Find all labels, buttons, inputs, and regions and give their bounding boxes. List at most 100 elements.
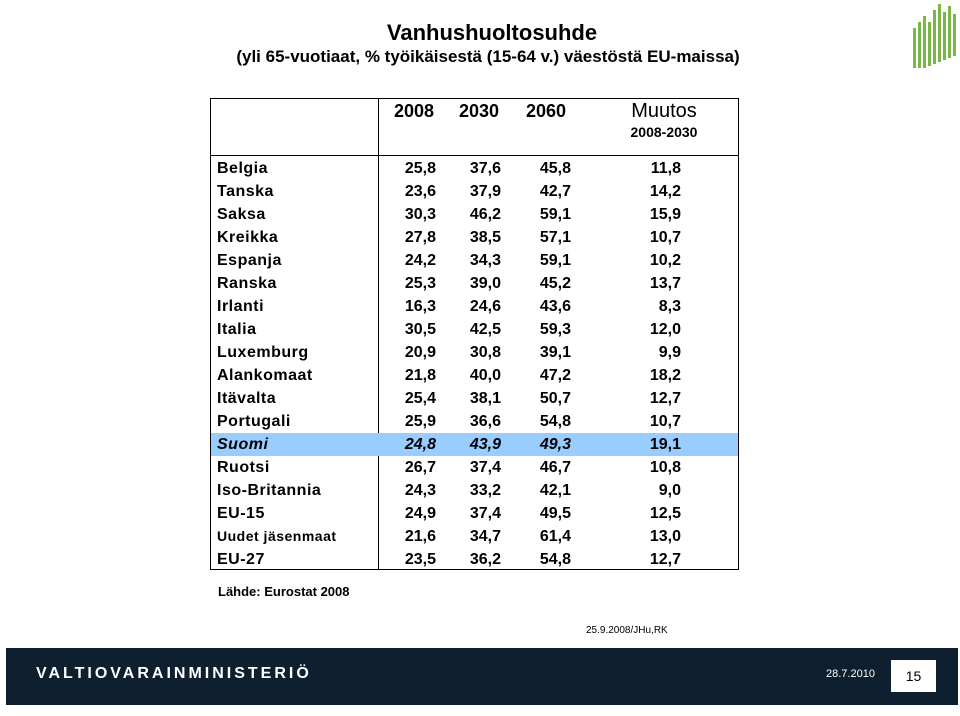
cell-change: 19,1	[649, 436, 681, 453]
page-title: Vanhushuoltosuhde	[386, 20, 598, 45]
cell-y2030: 30,8	[469, 344, 501, 361]
cell-y2030: 36,6	[469, 413, 501, 430]
cell-y2030: 40,0	[469, 367, 501, 384]
cell-y2030: 34,7	[469, 528, 501, 545]
cell-y2030: 34,3	[469, 252, 501, 269]
table-row: Kreikka 27,8 38,5 57,1 10,7	[211, 226, 738, 249]
data-table	[210, 98, 739, 570]
cell-y2008: 24,9	[404, 505, 436, 522]
table-row: Alankomaat 21,8 40,0 47,2 18,2	[211, 364, 738, 387]
row-country: Tanska	[217, 183, 274, 200]
table-row: Tanska 23,6 37,9 42,7 14,2	[211, 180, 738, 203]
row-country: EU-15	[217, 505, 265, 522]
cell-y2060: 42,7	[539, 183, 571, 200]
row-country: Suomi	[217, 436, 269, 453]
table-row: Ruotsi 26,7 37,4 46,7 10,8	[211, 456, 738, 479]
row-country: EU-27	[217, 551, 265, 568]
header-change-period: 2008-2030	[630, 124, 698, 140]
cell-y2008: 30,3	[404, 206, 436, 223]
table-row: Espanja 24,2 34,3 59,1 10,2	[211, 249, 738, 272]
cell-y2008: 21,6	[404, 528, 436, 545]
header-2008: 2008	[393, 101, 435, 121]
cell-y2030: 37,4	[469, 505, 501, 522]
cell-y2060: 42,1	[539, 482, 571, 499]
cell-change: 9,9	[658, 344, 681, 361]
row-country: Espanja	[217, 252, 282, 269]
row-country: Alankomaat	[217, 367, 313, 384]
cell-y2060: 46,7	[539, 459, 571, 476]
cell-y2008: 23,5	[404, 551, 436, 568]
cell-y2008: 20,9	[404, 344, 436, 361]
cell-y2060: 54,8	[539, 551, 571, 568]
header-change: Muutos	[631, 100, 697, 122]
row-country: Luxemburg	[217, 344, 309, 361]
source-note: Lähde: Eurostat 2008	[218, 584, 350, 599]
cell-y2008: 16,3	[404, 298, 436, 315]
cell-y2060: 45,8	[539, 160, 571, 177]
cell-y2060: 54,8	[539, 413, 571, 430]
row-country: Belgia	[217, 160, 269, 177]
page-number: 15	[905, 668, 922, 684]
cell-y2008: 24,3	[404, 482, 436, 499]
table-row: Irlanti 16,3 24,6 43,6 8,3	[211, 295, 738, 318]
cell-change: 13,7	[649, 275, 681, 292]
cell-y2030: 38,1	[469, 390, 501, 407]
cell-change: 10,2	[649, 252, 681, 269]
row-country: Saksa	[217, 206, 266, 223]
cell-change: 12,7	[649, 551, 681, 568]
cell-y2060: 61,4	[539, 528, 571, 545]
cell-y2008: 26,7	[404, 459, 436, 476]
date-note: 25.9.2008/JHu,RK	[586, 625, 668, 636]
cell-change: 14,2	[649, 183, 681, 200]
table-row: Suomi 24,8 43,9 49,3 19,1	[211, 433, 738, 456]
cell-y2060: 43,6	[539, 298, 571, 315]
cell-change: 10,7	[649, 229, 681, 246]
ministry-name: VALTIOVARAINMINISTERIÖ	[36, 665, 312, 682]
cell-y2060: 57,1	[539, 229, 571, 246]
table-row: Belgia 25,8 37,6 45,8 11,8	[211, 157, 738, 180]
table-row: Ranska 25,3 39,0 45,2 13,7	[211, 272, 738, 295]
cell-y2008: 21,8	[404, 367, 436, 384]
cell-y2060: 39,1	[539, 344, 571, 361]
cell-y2060: 59,3	[539, 321, 571, 338]
row-country: Portugali	[217, 413, 291, 430]
table-row: Saksa 30,3 46,2 59,1 15,9	[211, 203, 738, 226]
cell-change: 11,8	[650, 160, 681, 177]
cell-y2008: 23,6	[404, 183, 436, 200]
cell-y2060: 59,1	[539, 206, 571, 223]
header-2030: 2030	[458, 101, 500, 121]
table-row: Portugali 25,9 36,6 54,8 10,7	[211, 410, 738, 433]
cell-y2030: 37,9	[469, 183, 501, 200]
cell-y2060: 45,2	[539, 275, 571, 292]
cell-change: 10,7	[649, 413, 681, 430]
cell-y2060: 47,2	[539, 367, 571, 384]
cell-y2008: 25,3	[404, 275, 436, 292]
cell-y2030: 33,2	[469, 482, 501, 499]
cell-y2030: 38,5	[469, 229, 501, 246]
table-row: Iso-Britannia 24,3 33,2 42,1 9,0	[211, 479, 738, 502]
cell-y2008: 25,4	[404, 390, 436, 407]
ministry-bar-logo-icon	[913, 4, 956, 68]
cell-y2060: 50,7	[539, 390, 571, 407]
row-country: Ruotsi	[217, 459, 270, 476]
cell-change: 12,0	[649, 321, 681, 338]
cell-y2030: 43,9	[469, 436, 501, 453]
cell-change: 10,8	[649, 459, 681, 476]
footer-bar: VALTIOVARAINMINISTERIÖ 28.7.2010 15	[6, 648, 958, 705]
cell-y2008: 30,5	[404, 321, 436, 338]
row-country: Kreikka	[217, 229, 279, 246]
table-row: EU-27 23,5 36,2 54,8 12,7	[211, 548, 738, 571]
table-row: Italia 30,5 42,5 59,3 12,0	[211, 318, 738, 341]
row-country: Irlanti	[217, 298, 265, 315]
cell-y2008: 25,8	[404, 160, 436, 177]
cell-y2030: 37,6	[469, 160, 501, 177]
table-row: Itävalta 25,4 38,1 50,7 12,7	[211, 387, 738, 410]
cell-y2030: 24,6	[469, 298, 501, 315]
cell-y2060: 49,3	[539, 436, 571, 453]
cell-y2030: 37,4	[469, 459, 501, 476]
cell-change: 8,3	[658, 298, 681, 315]
table-row: Luxemburg 20,9 30,8 39,1 9,9	[211, 341, 738, 364]
row-country: Iso-Britannia	[217, 482, 322, 499]
cell-change: 15,9	[649, 206, 681, 223]
cell-change: 12,7	[649, 390, 681, 407]
